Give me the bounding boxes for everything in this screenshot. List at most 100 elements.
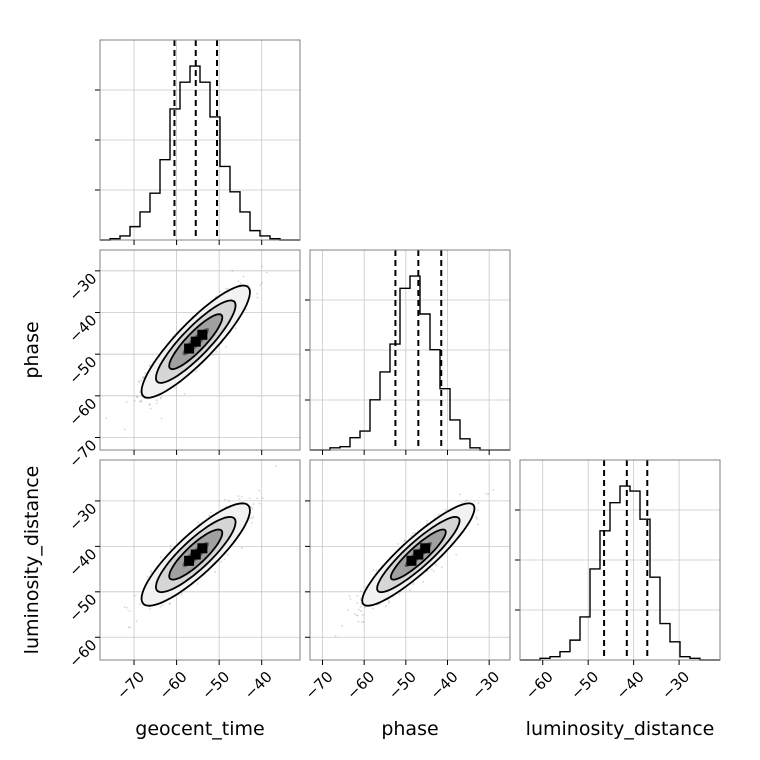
sample-point [168,602,171,605]
sample-point [477,502,480,504]
sample-point [346,609,349,612]
sample-point [161,604,164,607]
sample-point [385,605,387,608]
sample-point [220,560,222,563]
scatter-panel-geocent_time-phase: −70 −60 −50 −40 −30 [65,249,301,471]
sample-point [422,581,424,583]
histogram-panel-geocent_time [95,39,301,245]
sample-point [160,556,163,559]
histogram-steps [520,485,720,661]
sample-point [237,280,240,283]
sample-point [261,281,264,284]
sample-point [215,295,218,298]
sample-point [476,517,478,520]
sample-point [413,531,416,534]
density-cell [184,555,195,566]
sample-point [375,569,378,572]
sample-point [155,399,158,402]
sample-point [139,391,141,393]
sample-point [160,397,163,400]
sample-point [136,396,139,398]
sample-point [250,505,252,508]
sample-point [252,503,255,505]
panel-content [105,265,268,431]
sample-point [444,508,447,511]
sample-point [357,608,360,611]
sample-point [129,626,132,629]
x-axis-label-luminosity_distance: luminosity_distance [526,718,715,740]
sample-point [138,381,141,384]
sample-point [487,493,490,495]
sample-point [259,284,262,286]
x-tick-label: −50 [567,668,602,703]
sample-point [435,564,438,567]
sample-point [149,364,152,367]
sample-point [133,399,136,402]
sample-point [464,500,467,503]
sample-point [128,610,131,612]
panel-content [334,488,495,637]
sample-point [223,558,226,561]
sample-point [149,407,152,410]
density-cell [406,555,417,566]
sample-point [224,505,227,508]
sample-point [440,566,443,569]
sample-point [251,522,253,524]
sample-point [360,610,362,612]
sample-point [371,607,374,610]
x-tick-label: −70 [113,668,148,703]
sample-point [455,553,458,556]
sample-point [432,570,435,573]
x-tick-label: −40 [613,668,648,703]
scatter-panel-geocent_time-luminosity_distance: −70 −60 −50 −40−60−50−40−30 [65,459,301,703]
sample-point [361,613,364,616]
sample-point [194,370,197,373]
x-tick-label: −30 [658,668,693,703]
sample-point [144,372,147,375]
sample-point [410,534,413,537]
sample-point [349,598,352,600]
sample-point [183,392,186,395]
sample-point [210,511,212,514]
sample-point [359,605,362,608]
sample-point [340,625,343,627]
sample-point [265,271,268,274]
density-cell [190,549,201,560]
sample-point [139,400,142,403]
sample-point [174,387,176,389]
sample-point [250,517,253,520]
sample-point [169,602,171,605]
y-axis-label-phase: phase [21,321,43,378]
sample-point [105,417,108,419]
sample-point [139,399,142,402]
sample-point [133,594,136,597]
sample-point [245,308,248,311]
sample-point [231,270,234,272]
sample-point [465,499,468,502]
sample-point [372,569,375,572]
sample-point [149,571,152,574]
y-tick-label: −50 [65,590,100,625]
sample-point [356,594,359,597]
sample-point [240,495,243,498]
y-tick-label: −30 [65,269,100,304]
sample-point [258,502,261,505]
sample-point [196,521,199,524]
x-tick-label: −60 [343,668,378,703]
density-cell [413,549,424,560]
sample-point [227,553,229,556]
sample-point [238,498,241,500]
sample-point [274,465,277,468]
sample-point [355,614,358,617]
sample-point [477,509,479,512]
sample-point [227,287,229,290]
sample-point [387,602,390,604]
sample-point [334,635,337,637]
x-tick-label: −40 [241,668,276,703]
sample-point [148,403,151,406]
sample-point [356,614,359,617]
sample-point [404,539,407,542]
sample-point [225,345,227,348]
sample-point [256,296,259,299]
sample-point [126,606,129,609]
